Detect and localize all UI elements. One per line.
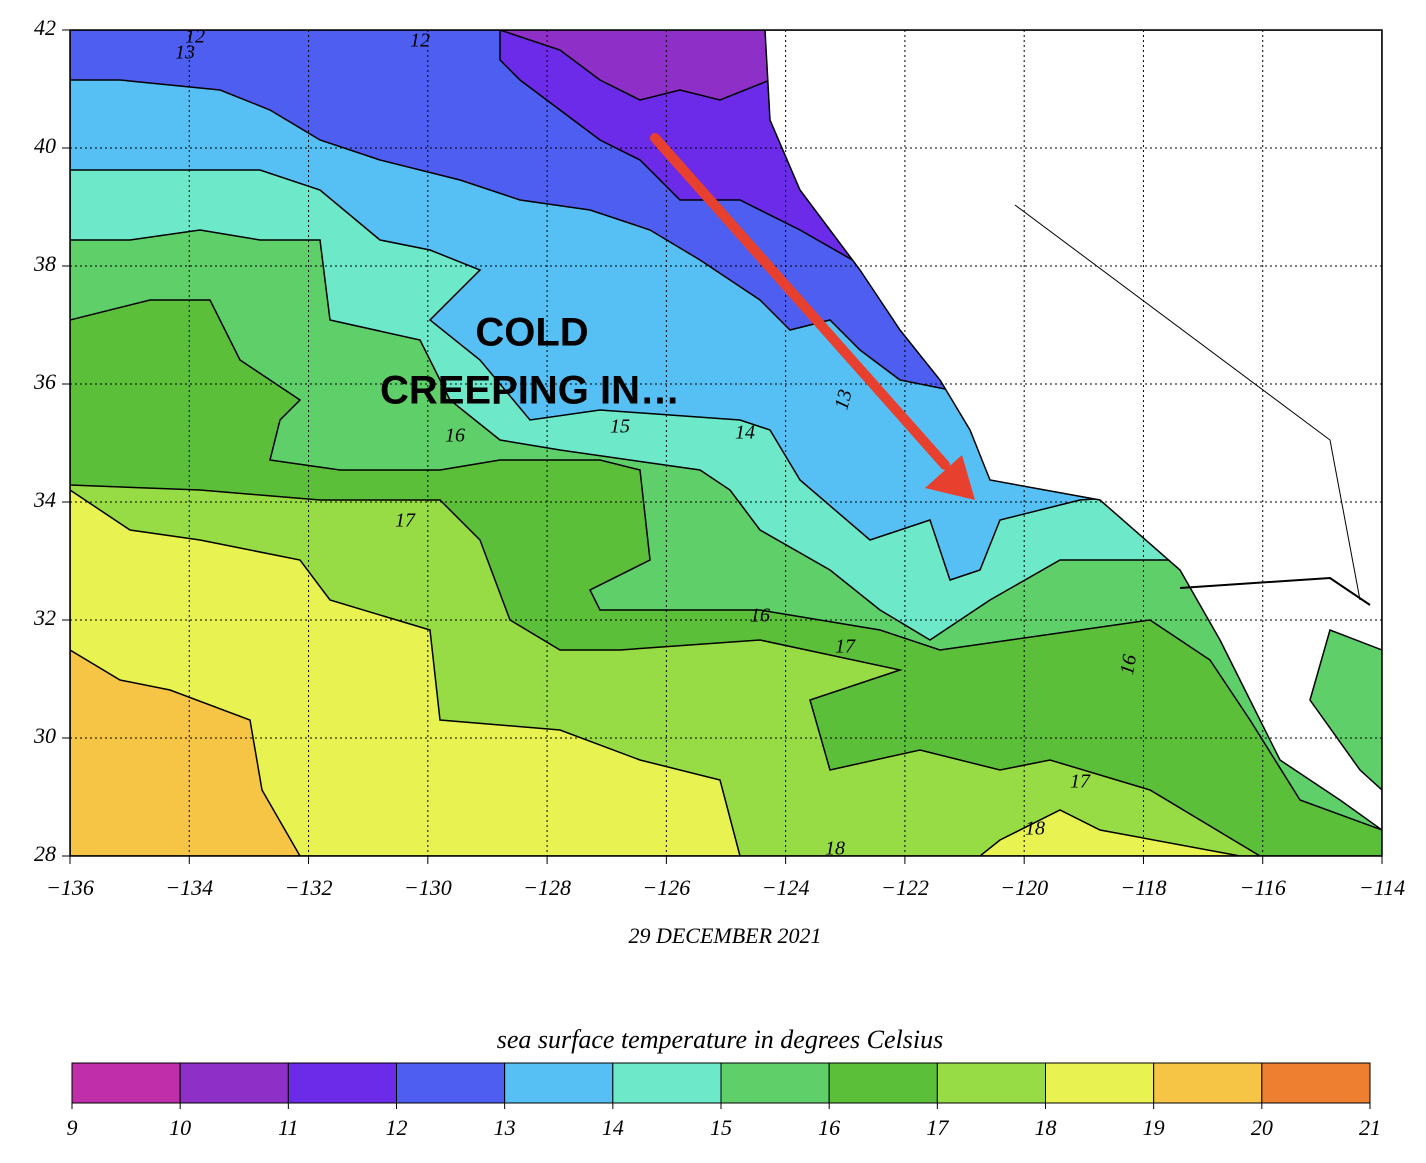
contour-label: 17 xyxy=(1070,771,1091,793)
y-tick-label: 32 xyxy=(33,605,56,630)
colorbar-tick-label: 18 xyxy=(1035,1115,1057,1140)
y-tick-label: 36 xyxy=(33,369,56,394)
colorbar-cell xyxy=(1261,1062,1371,1104)
annotation-line: COLD xyxy=(475,311,588,355)
x-tick-label: −136 xyxy=(46,875,94,900)
colorbar-tick-label: 10 xyxy=(169,1115,191,1140)
contour-label: 17 xyxy=(835,636,856,658)
y-tick-label: 42 xyxy=(34,15,56,40)
x-tick-label: −132 xyxy=(285,875,333,900)
colorbar-tick-label: 20 xyxy=(1251,1115,1273,1140)
contour-label: 13 xyxy=(175,42,195,64)
colorbar-cell xyxy=(936,1062,1046,1104)
colorbar-tick-label: 15 xyxy=(710,1115,732,1140)
land xyxy=(764,30,1382,831)
contour-label: 15 xyxy=(610,416,630,438)
x-tick-label: −116 xyxy=(1240,875,1286,900)
colorbar-tick-label: 19 xyxy=(1143,1115,1165,1140)
colorbar-cell xyxy=(71,1062,181,1104)
state-border xyxy=(1014,204,1361,601)
colorbar-cell xyxy=(504,1062,614,1104)
contour-label: 14 xyxy=(735,422,755,444)
x-tick-label: −114 xyxy=(1359,875,1405,900)
x-tick-label: −126 xyxy=(642,875,690,900)
colorbar-cell xyxy=(828,1062,938,1104)
x-tick-label: −124 xyxy=(762,875,810,900)
colorbar-cell xyxy=(1045,1062,1155,1104)
colorbar-cell xyxy=(1153,1062,1263,1104)
y-tick-label: 40 xyxy=(34,133,56,158)
contour-label: 12 xyxy=(185,26,205,48)
colorbar-cell xyxy=(179,1062,289,1104)
y-tick-label: 34 xyxy=(33,487,56,512)
colorbar-cell xyxy=(720,1062,830,1104)
colorbar-tick-label: 12 xyxy=(386,1115,408,1140)
contour-label: 16 xyxy=(750,605,770,627)
country-border xyxy=(1179,576,1371,606)
arrow-shaft xyxy=(650,133,950,470)
y-tick-label: 38 xyxy=(33,251,56,276)
x-tick-label: −120 xyxy=(1000,875,1048,900)
colorbar-tick-label: 13 xyxy=(494,1115,516,1140)
date-label: 29 DECEMBER 2021 xyxy=(628,923,821,948)
y-tick-label: 30 xyxy=(33,723,56,748)
plot-frame xyxy=(69,29,1383,857)
colorbar-tick-label: 9 xyxy=(67,1115,78,1140)
colorbar-tick-label: 14 xyxy=(602,1115,624,1140)
colorbar-tick-label: 11 xyxy=(278,1115,298,1140)
overlay: −136 −134 −132 −130 −128 −126 −124 −122 −120 −118… xyxy=(33,15,1405,900)
colorbar-cell xyxy=(287,1062,398,1104)
arrow-head xyxy=(925,455,975,500)
x-tick-label: −130 xyxy=(404,875,452,900)
colorbar-cell xyxy=(396,1062,506,1104)
contour-label: 17 xyxy=(395,510,416,532)
colorbar-cell xyxy=(612,1062,722,1104)
contour-label: 16 xyxy=(445,425,465,447)
x-tick-label: −122 xyxy=(881,875,929,900)
contour-label: 18 xyxy=(825,838,845,860)
contour-label: 18 xyxy=(1025,818,1045,840)
colorbar-tick-label: 17 xyxy=(926,1115,949,1140)
x-tick-label: −134 xyxy=(165,875,213,900)
colorbar-tick-label: 21 xyxy=(1359,1115,1381,1140)
colorbar-tick-label: 16 xyxy=(818,1115,840,1140)
contour-label: 12 xyxy=(410,30,430,52)
x-tick-label: −128 xyxy=(523,875,571,900)
x-tick-label: −118 xyxy=(1120,875,1166,900)
annotation-line: CREEPING IN… xyxy=(380,369,680,413)
colorbar-title: sea surface temperature in degrees Celsi… xyxy=(497,1025,944,1054)
y-tick-label: 28 xyxy=(34,841,56,866)
contour-label: 16 xyxy=(1116,653,1141,677)
ocean xyxy=(70,30,1382,856)
